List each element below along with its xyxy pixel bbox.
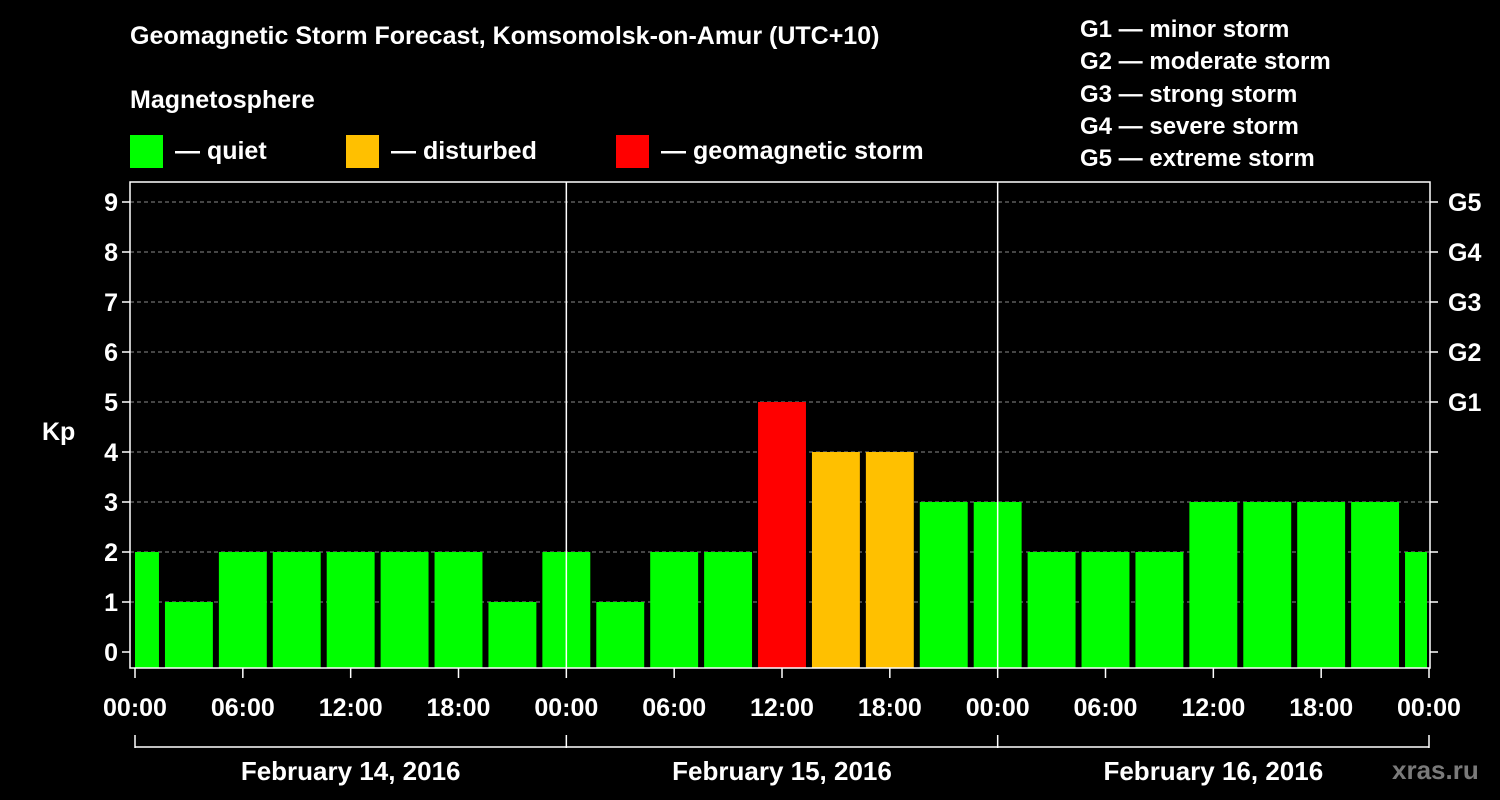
g-scale-item-g4: G4 — severe storm [1080,112,1299,140]
legend-item-storm: — geomagnetic storm [616,134,924,168]
bar [758,402,806,668]
y-tick-label: 7 [104,289,118,317]
legend-swatch-disturbed [346,134,379,168]
g-scale-item-g5: G5 — extreme storm [1080,145,1315,173]
watermark: xras.ru [1392,755,1479,785]
bar [164,602,213,668]
bar [1351,502,1400,668]
x-tick-label: 00:00 [534,694,598,722]
g-scale-label: G2 [1448,339,1481,367]
x-tick-label: 00:00 [1397,694,1461,722]
g-scale-label: G1 [1448,389,1481,417]
x-tick-label: 06:00 [1074,694,1138,722]
g-scale-item-g2: G2 — moderate storm [1080,48,1331,76]
x-tick-label: 18:00 [858,694,922,722]
chart-title: Geomagnetic Storm Forecast, Komsomolsk-o… [130,22,880,50]
y-tick-label: 3 [104,489,118,517]
legend-item-quiet: — quiet [130,134,267,168]
legend-label-disturbed: — disturbed [391,136,537,165]
g-scale-label: G4 [1448,239,1481,267]
x-tick-label: 12:00 [750,694,814,722]
g-scale-label: G5 [1448,189,1481,217]
bar [650,552,699,668]
legend-label-quiet: — quiet [175,136,267,165]
g-scale-item-g1: G1 — minor storm [1080,16,1290,43]
date-label: February 15, 2016 [672,756,892,786]
date-label: February 16, 2016 [1103,756,1323,786]
bar [1027,552,1076,668]
x-tick-label: 12:00 [319,694,383,722]
y-tick-label: 6 [104,339,118,367]
y-tick-label: 2 [104,539,118,567]
bar [218,552,267,668]
y-tick-label: 8 [104,239,118,267]
bar [704,552,753,668]
legend-swatch-quiet [130,134,163,168]
x-tick-label: 06:00 [642,694,706,722]
g-scale-legend: G1 — minor storm G2 — moderate storm G3 … [1080,14,1331,175]
bar [380,552,429,668]
y-tick-label: 0 [104,639,118,667]
g-scale-label: G3 [1448,289,1481,317]
x-tick-label: 18:00 [427,694,491,722]
bar [135,552,159,668]
x-tick-label: 18:00 [1289,694,1353,722]
y-tick-label: 4 [104,439,118,467]
bar [434,552,483,668]
legend-swatch-storm [616,134,649,168]
bar [1405,552,1427,668]
y-tick-label: 5 [104,389,118,417]
bar [1189,502,1238,668]
legend-item-disturbed: — disturbed [346,134,537,168]
bar [1135,552,1184,668]
legend-label-storm: — geomagnetic storm [661,136,924,165]
bar [865,452,914,668]
x-tick-label: 12:00 [1181,694,1245,722]
bar [272,552,321,668]
g-scale-item-g3: G3 — strong storm [1080,80,1298,108]
chart-subtitle: Magnetosphere [130,86,315,114]
bar [326,552,375,668]
bar [811,452,860,668]
y-tick-label: 9 [104,189,118,217]
date-label: February 14, 2016 [241,756,461,786]
x-tick-label: 06:00 [211,694,275,722]
bar [596,602,645,668]
bar [488,602,537,668]
bar [1297,502,1346,668]
bar [1243,502,1292,668]
x-tick-label: 00:00 [103,694,167,722]
bar [919,502,968,668]
x-tick-label: 00:00 [966,694,1030,722]
y-tick-label: 1 [104,589,118,617]
y-axis-label: Kp [42,418,75,446]
plot-frame [129,181,1431,669]
bar [1081,552,1130,668]
